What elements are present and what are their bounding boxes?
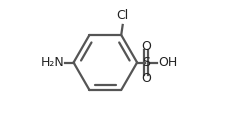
Text: Cl: Cl xyxy=(117,9,129,22)
Text: OH: OH xyxy=(158,56,177,69)
Text: O: O xyxy=(141,72,151,85)
Text: S: S xyxy=(142,56,150,69)
Text: O: O xyxy=(141,40,151,53)
Text: H₂N: H₂N xyxy=(40,56,64,69)
